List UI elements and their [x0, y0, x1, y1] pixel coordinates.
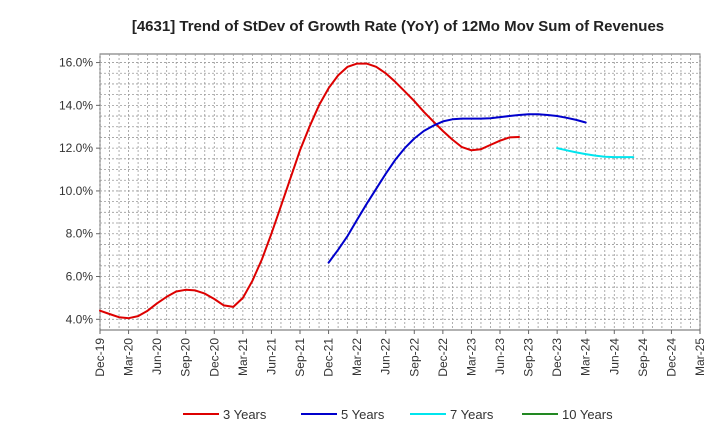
x-tick-label: Mar-22: [350, 338, 364, 376]
y-tick-label: 12.0%: [59, 141, 93, 155]
x-tick-label: Jun-22: [379, 338, 393, 375]
x-tick-label: Sep-23: [522, 338, 536, 377]
series-line-7-years: [556, 147, 635, 159]
x-tick-label: Dec-24: [664, 338, 678, 377]
axes: 4.0% 6.0% 8.0% 10.0% 12.0% 14.0% 16.0% Dec-19 Ma…: [59, 56, 707, 377]
x-tick-label: Dec-20: [207, 338, 221, 377]
y-tick-label: 10.0%: [59, 184, 93, 198]
legend-label: 10 Years: [562, 407, 613, 422]
series-line-3-years: [99, 62, 520, 320]
chart-title: [4631] Trend of StDev of Growth Rate (Yo…: [132, 18, 664, 35]
x-tick-label: Dec-21: [322, 338, 336, 377]
x-tick-label: Jun-24: [607, 338, 621, 375]
series-line-5-years: [327, 113, 587, 264]
x-tick-label: Sep-24: [636, 338, 650, 377]
x-tick-label: Dec-23: [550, 338, 564, 377]
x-tick-label: Jun-23: [493, 338, 507, 375]
y-tick-label: 6.0%: [66, 270, 94, 284]
x-tick-label: Jun-20: [150, 338, 164, 375]
x-tick-label: Dec-22: [436, 338, 450, 377]
x-tick-label: Sep-21: [293, 338, 307, 377]
y-tick-label: 4.0%: [66, 312, 94, 326]
y-tick-label: 8.0%: [66, 227, 94, 241]
legend-label: 3 Years: [223, 407, 267, 422]
x-tick-label: Dec-19: [93, 338, 107, 377]
legend-label: 5 Years: [341, 407, 385, 422]
x-tick-label: Mar-23: [464, 338, 478, 376]
grid: [99, 53, 701, 331]
x-tick-label: Sep-20: [179, 338, 193, 377]
x-tick-label: Mar-21: [236, 338, 250, 376]
y-tick-label: 16.0%: [59, 56, 93, 70]
plot-area: [99, 53, 701, 331]
x-tick-label: Mar-20: [122, 338, 136, 376]
x-tick-label: Mar-24: [579, 338, 593, 376]
x-tick-label: Mar-25: [693, 338, 707, 376]
legend: 3 Years 5 Years 7 Years 10 Years: [183, 407, 613, 422]
y-tick-label: 14.0%: [59, 98, 93, 112]
legend-label: 7 Years: [450, 407, 494, 422]
x-tick-label: Jun-21: [264, 338, 278, 375]
x-tick-label: Sep-22: [407, 338, 421, 377]
series-lines: [99, 62, 635, 320]
